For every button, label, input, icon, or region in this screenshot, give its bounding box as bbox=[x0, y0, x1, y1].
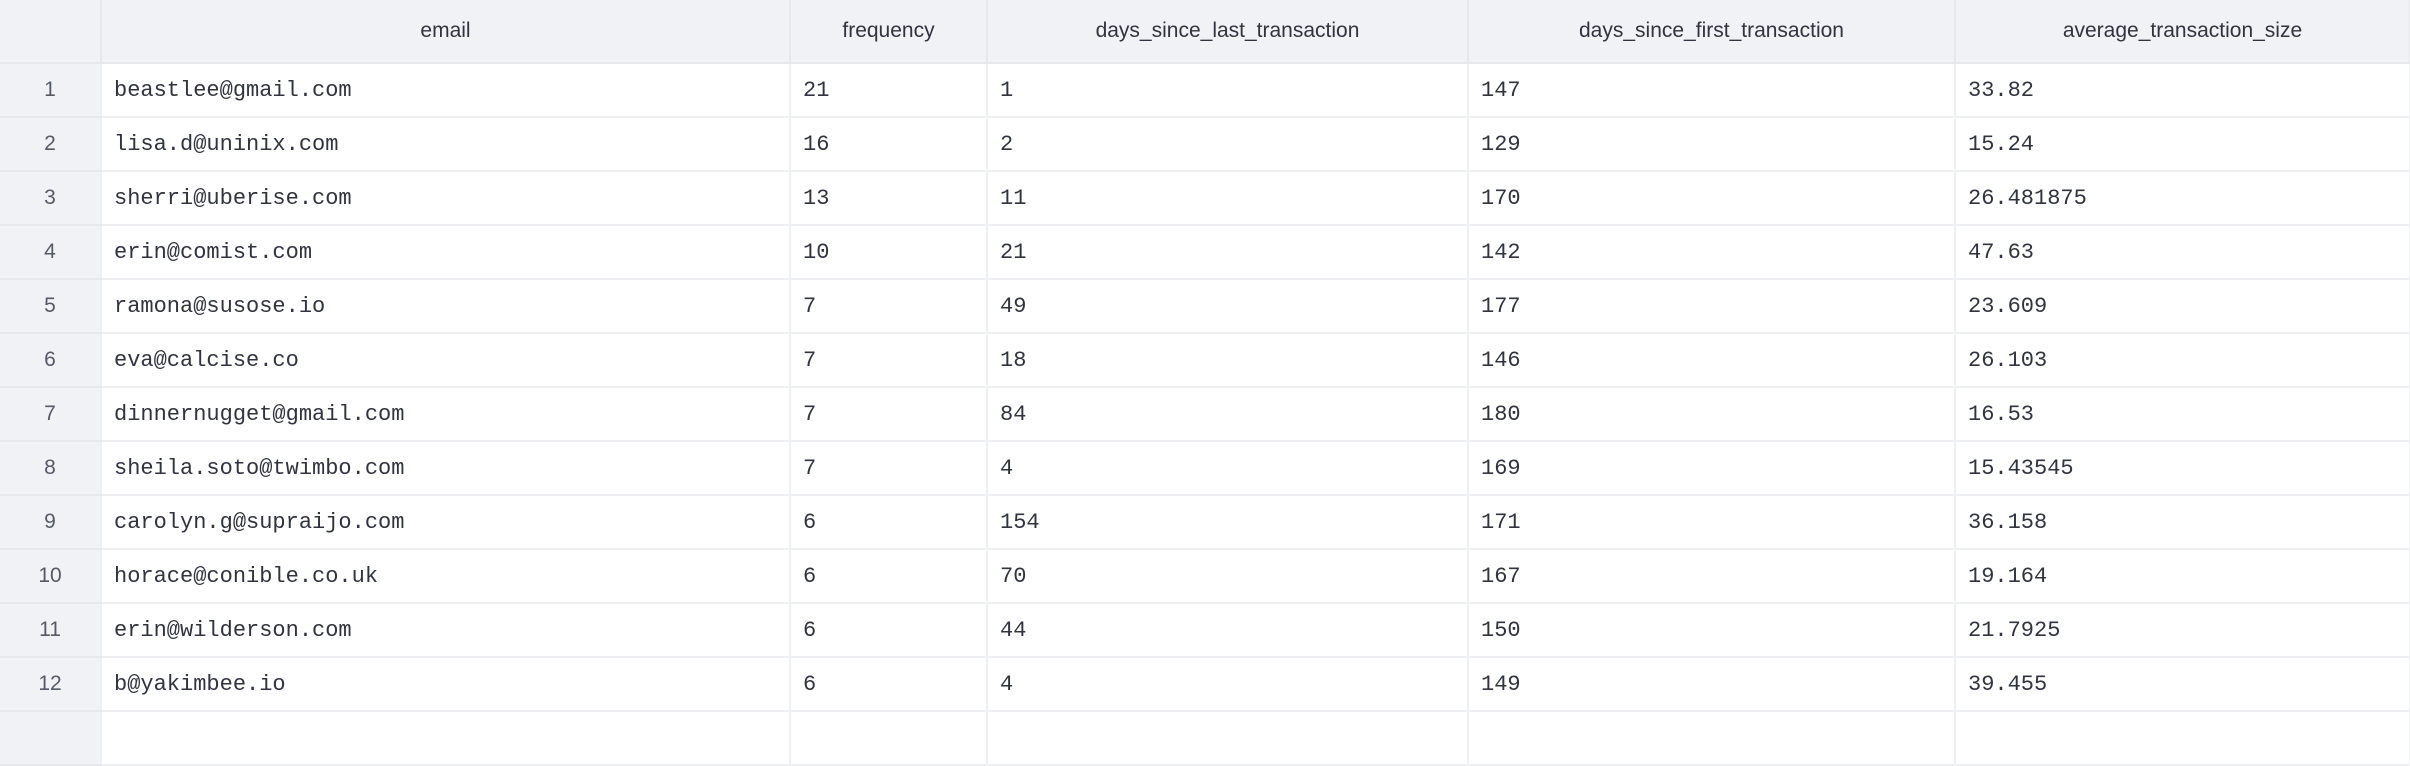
cell-frequency[interactable]: 10 bbox=[790, 225, 988, 280]
cell-days-since-first-transaction[interactable]: 170 bbox=[1468, 171, 1956, 226]
empty-cell bbox=[790, 711, 988, 766]
cell-frequency[interactable]: 6 bbox=[790, 495, 988, 550]
cell-days-since-last-transaction[interactable]: 18 bbox=[987, 333, 1469, 388]
cell-days-since-last-transaction[interactable]: 4 bbox=[987, 657, 1469, 712]
cell-days-since-first-transaction[interactable]: 129 bbox=[1468, 117, 1956, 172]
table-row: 3 sherri@uberise.com 13 11 170 26.481875 bbox=[0, 171, 2410, 226]
table-row: 2 lisa.d@uninix.com 16 2 129 15.24 bbox=[0, 117, 2410, 172]
cell-average-transaction-size[interactable]: 15.24 bbox=[1955, 117, 2410, 172]
row-index[interactable]: 7 bbox=[0, 387, 102, 442]
row-index[interactable]: 11 bbox=[0, 603, 102, 658]
cell-days-since-last-transaction[interactable]: 44 bbox=[987, 603, 1469, 658]
column-header-average-transaction-size[interactable]: average_transaction_size bbox=[1955, 0, 2410, 64]
index-header bbox=[0, 0, 102, 64]
cell-days-since-first-transaction[interactable]: 169 bbox=[1468, 441, 1956, 496]
cell-days-since-last-transaction[interactable]: 21 bbox=[987, 225, 1469, 280]
cell-days-since-last-transaction[interactable]: 2 bbox=[987, 117, 1469, 172]
row-index[interactable]: 1 bbox=[0, 63, 102, 118]
cell-days-since-last-transaction[interactable]: 70 bbox=[987, 549, 1469, 604]
cell-email[interactable]: erin@comist.com bbox=[101, 225, 791, 280]
cell-frequency[interactable]: 7 bbox=[790, 279, 988, 334]
table-row: 11 erin@wilderson.com 6 44 150 21.7925 bbox=[0, 603, 2410, 658]
cell-email[interactable]: eva@calcise.co bbox=[101, 333, 791, 388]
cell-average-transaction-size[interactable]: 23.609 bbox=[1955, 279, 2410, 334]
cell-email[interactable]: sheila.soto@twimbo.com bbox=[101, 441, 791, 496]
cell-frequency[interactable]: 6 bbox=[790, 549, 988, 604]
table-row: 10 horace@conible.co.uk 6 70 167 19.164 bbox=[0, 549, 2410, 604]
header-row: email frequency days_since_last_transactio… bbox=[0, 0, 2410, 64]
cell-email[interactable]: b@yakimbee.io bbox=[101, 657, 791, 712]
empty-cell bbox=[1955, 711, 2410, 766]
cell-days-since-first-transaction[interactable]: 146 bbox=[1468, 333, 1956, 388]
table-row: 5 ramona@susose.io 7 49 177 23.609 bbox=[0, 279, 2410, 334]
row-index[interactable]: 2 bbox=[0, 117, 102, 172]
cell-frequency[interactable]: 6 bbox=[790, 603, 988, 658]
row-index[interactable]: 3 bbox=[0, 171, 102, 226]
cell-email[interactable]: beastlee@gmail.com bbox=[101, 63, 791, 118]
row-index[interactable]: 4 bbox=[0, 225, 102, 280]
cell-email[interactable]: lisa.d@uninix.com bbox=[101, 117, 791, 172]
cell-average-transaction-size[interactable]: 36.158 bbox=[1955, 495, 2410, 550]
table-row: 8 sheila.soto@twimbo.com 7 4 169 15.43545 bbox=[0, 441, 2410, 496]
cell-average-transaction-size[interactable]: 21.7925 bbox=[1955, 603, 2410, 658]
cell-days-since-last-transaction[interactable]: 154 bbox=[987, 495, 1469, 550]
cell-email[interactable]: horace@conible.co.uk bbox=[101, 549, 791, 604]
empty-cell bbox=[0, 711, 102, 766]
row-index[interactable]: 9 bbox=[0, 495, 102, 550]
column-header-frequency[interactable]: frequency bbox=[790, 0, 988, 64]
cell-frequency[interactable]: 7 bbox=[790, 441, 988, 496]
row-index[interactable]: 12 bbox=[0, 657, 102, 712]
cell-email[interactable]: ramona@susose.io bbox=[101, 279, 791, 334]
cell-average-transaction-size[interactable]: 33.82 bbox=[1955, 63, 2410, 118]
cell-frequency[interactable]: 21 bbox=[790, 63, 988, 118]
empty-cell bbox=[987, 711, 1469, 766]
row-index[interactable]: 5 bbox=[0, 279, 102, 334]
empty-cell bbox=[1468, 711, 1956, 766]
table-row: 4 erin@comist.com 10 21 142 47.63 bbox=[0, 225, 2410, 280]
cell-average-transaction-size[interactable]: 15.43545 bbox=[1955, 441, 2410, 496]
partial-row bbox=[0, 711, 2410, 766]
cell-days-since-last-transaction[interactable]: 4 bbox=[987, 441, 1469, 496]
cell-days-since-last-transaction[interactable]: 84 bbox=[987, 387, 1469, 442]
cell-email[interactable]: sherri@uberise.com bbox=[101, 171, 791, 226]
cell-days-since-first-transaction[interactable]: 171 bbox=[1468, 495, 1956, 550]
cell-days-since-last-transaction[interactable]: 11 bbox=[987, 171, 1469, 226]
cell-email[interactable]: erin@wilderson.com bbox=[101, 603, 791, 658]
cell-days-since-first-transaction[interactable]: 180 bbox=[1468, 387, 1956, 442]
table-row: 9 carolyn.g@supraijo.com 6 154 171 36.158 bbox=[0, 495, 2410, 550]
cell-days-since-first-transaction[interactable]: 177 bbox=[1468, 279, 1956, 334]
cell-average-transaction-size[interactable]: 19.164 bbox=[1955, 549, 2410, 604]
cell-email[interactable]: carolyn.g@supraijo.com bbox=[101, 495, 791, 550]
table-row: 7 dinnernugget@gmail.com 7 84 180 16.53 bbox=[0, 387, 2410, 442]
table-row: 1 beastlee@gmail.com 21 1 147 33.82 bbox=[0, 63, 2410, 118]
cell-frequency[interactable]: 7 bbox=[790, 387, 988, 442]
table-row: 12 b@yakimbee.io 6 4 149 39.455 bbox=[0, 657, 2410, 712]
cell-days-since-first-transaction[interactable]: 149 bbox=[1468, 657, 1956, 712]
cell-frequency[interactable]: 6 bbox=[790, 657, 988, 712]
empty-cell bbox=[101, 711, 791, 766]
cell-email[interactable]: dinnernugget@gmail.com bbox=[101, 387, 791, 442]
cell-days-since-first-transaction[interactable]: 147 bbox=[1468, 63, 1956, 118]
cell-average-transaction-size[interactable]: 16.53 bbox=[1955, 387, 2410, 442]
row-index[interactable]: 8 bbox=[0, 441, 102, 496]
column-header-days-since-last-transaction[interactable]: days_since_last_transaction bbox=[987, 0, 1469, 64]
cell-days-since-last-transaction[interactable]: 49 bbox=[987, 279, 1469, 334]
cell-frequency[interactable]: 16 bbox=[790, 117, 988, 172]
cell-average-transaction-size[interactable]: 26.481875 bbox=[1955, 171, 2410, 226]
row-index[interactable]: 10 bbox=[0, 549, 102, 604]
cell-frequency[interactable]: 7 bbox=[790, 333, 988, 388]
cell-days-since-first-transaction[interactable]: 142 bbox=[1468, 225, 1956, 280]
column-header-days-since-first-transaction[interactable]: days_since_first_transaction bbox=[1468, 0, 1956, 64]
cell-average-transaction-size[interactable]: 39.455 bbox=[1955, 657, 2410, 712]
row-index[interactable]: 6 bbox=[0, 333, 102, 388]
cell-average-transaction-size[interactable]: 26.103 bbox=[1955, 333, 2410, 388]
cell-days-since-first-transaction[interactable]: 167 bbox=[1468, 549, 1956, 604]
cell-days-since-last-transaction[interactable]: 1 bbox=[987, 63, 1469, 118]
cell-average-transaction-size[interactable]: 47.63 bbox=[1955, 225, 2410, 280]
column-header-email[interactable]: email bbox=[101, 0, 791, 64]
table-row: 6 eva@calcise.co 7 18 146 26.103 bbox=[0, 333, 2410, 388]
cell-frequency[interactable]: 13 bbox=[790, 171, 988, 226]
cell-days-since-first-transaction[interactable]: 150 bbox=[1468, 603, 1956, 658]
